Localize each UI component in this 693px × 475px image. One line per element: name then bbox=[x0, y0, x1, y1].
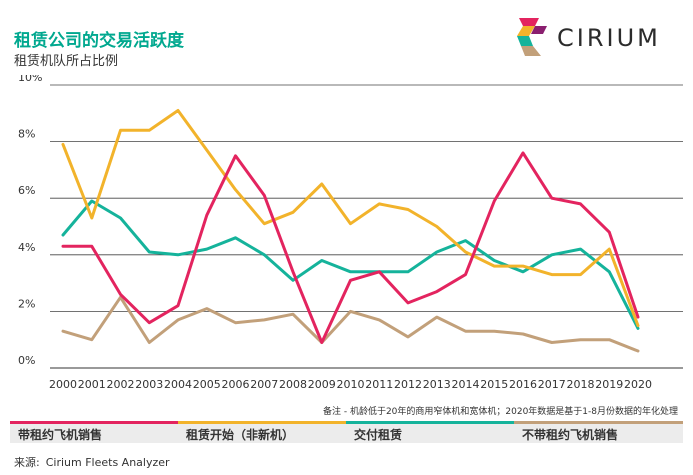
x-tick-label: 2015 bbox=[480, 378, 508, 391]
series-line-1 bbox=[61, 109, 640, 328]
x-tick-label: 2010 bbox=[337, 378, 365, 391]
x-tick-label: 2020 bbox=[624, 378, 652, 391]
legend-label: 租赁开始（非新机） bbox=[186, 428, 295, 442]
x-tick-label: 2005 bbox=[193, 378, 221, 391]
x-tick-label: 2019 bbox=[595, 378, 623, 391]
y-tick-label: 6% bbox=[18, 184, 35, 197]
cirium-logo-icon bbox=[517, 18, 547, 56]
x-tick-label: 2001 bbox=[78, 378, 106, 391]
legend-label: 带租约飞机销售 bbox=[18, 428, 103, 442]
y-tick-label: 0% bbox=[18, 354, 35, 367]
y-tick-label: 4% bbox=[18, 241, 35, 254]
x-tick-label: 2011 bbox=[365, 378, 393, 391]
x-tick-label: 2013 bbox=[423, 378, 451, 391]
legend-item-lease-start: 租赁开始（非新机） bbox=[178, 421, 346, 443]
x-tick-label: 2003 bbox=[135, 378, 163, 391]
y-tick-label: 10% bbox=[18, 75, 42, 84]
source-label: 来源: bbox=[14, 456, 40, 469]
x-tick-label: 2014 bbox=[452, 378, 480, 391]
series-line-0 bbox=[61, 151, 640, 344]
x-tick-label: 2012 bbox=[394, 378, 422, 391]
chart-note: 备注 - 机龄低于20年的商用窄体机和宽体机；2020年数据是基于1-8月份数据… bbox=[322, 407, 678, 417]
source: 来源: Cirium Fleets Analyzer bbox=[14, 454, 170, 470]
series-line-3 bbox=[61, 295, 640, 353]
x-tick-label: 2016 bbox=[509, 378, 537, 391]
y-tick-label: 8% bbox=[18, 128, 35, 141]
legend-item-delivery-lease: 交付租赁 bbox=[346, 421, 514, 443]
x-tick-label: 2018 bbox=[567, 378, 595, 391]
x-tick-label: 2006 bbox=[222, 378, 250, 391]
legend-item-unleased-sales: 不带租约飞机销售 bbox=[514, 421, 683, 443]
x-tick-label: 2008 bbox=[279, 378, 307, 391]
line-chart: 0%2%4%6%8%10%2000 2001 2002 2003 2004 2005 200… bbox=[18, 75, 683, 391]
cirium-logo: CIRIUM bbox=[515, 16, 685, 60]
x-tick-label: 2009 bbox=[308, 378, 336, 391]
logo-wordmark: CIRIUM bbox=[557, 24, 661, 52]
legend-item-leased-sales: 带租约飞机销售 bbox=[10, 421, 178, 443]
x-tick-label: 2002 bbox=[107, 378, 135, 391]
chart-subtitle: 租赁机队所占比例 bbox=[14, 54, 119, 69]
legend-label: 交付租赁 bbox=[354, 428, 403, 442]
x-tick-label: 2007 bbox=[250, 378, 278, 391]
x-tick-label: 2017 bbox=[538, 378, 566, 391]
series-line-2 bbox=[61, 199, 640, 330]
legend-label: 不带租约飞机销售 bbox=[522, 428, 619, 442]
source-text: Cirium Fleets Analyzer bbox=[45, 456, 170, 469]
x-tick-label: 2000 bbox=[49, 378, 77, 391]
y-tick-label: 2% bbox=[18, 297, 35, 310]
chart-title: 租赁公司的交易活跃度 bbox=[14, 31, 184, 51]
legend: 带租约飞机销售 租赁开始（非新机） 交付租赁 不带租约飞机销售 bbox=[10, 421, 683, 443]
x-tick-label: 2004 bbox=[164, 378, 192, 391]
